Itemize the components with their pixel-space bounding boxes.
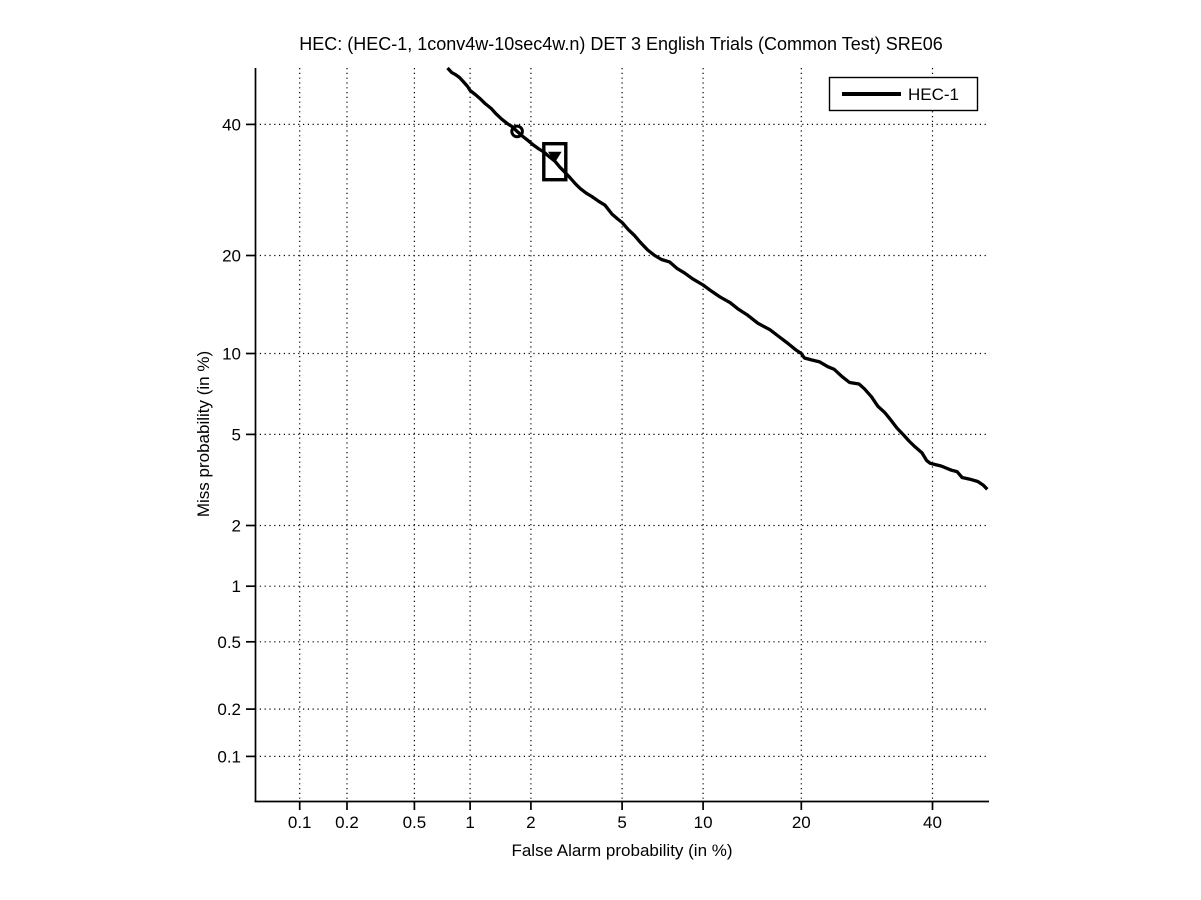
- y-tick-label-0.1: 0.1: [217, 747, 241, 766]
- chart-title: HEC: (HEC-1, 1conv4w-10sec4w.n) DET 3 En…: [299, 34, 943, 54]
- y-tick-label-20: 20: [222, 247, 241, 266]
- y-tick-labels: 0.1 0.2 0.5 1 2 5 10 20 40: [217, 115, 241, 766]
- y-tick-label-40: 40: [222, 115, 241, 134]
- y-tick-label-1: 1: [232, 577, 241, 596]
- x-tick-label-0.5: 0.5: [403, 813, 427, 832]
- x-tick-label-20: 20: [792, 813, 811, 832]
- x-axis-label: False Alarm probability (in %): [511, 841, 732, 860]
- x-tick-label-40: 40: [923, 813, 942, 832]
- y-axis-label: Miss probability (in %): [194, 351, 213, 517]
- x-tick-label-10: 10: [694, 813, 713, 832]
- legend: HEC-1: [828, 76, 979, 112]
- operating-point-markers: [510, 124, 568, 182]
- axes: [246, 68, 989, 810]
- square-marker: [542, 141, 568, 182]
- y-tick-label-5: 5: [232, 425, 241, 444]
- x-tick-label-0.1: 0.1: [288, 813, 312, 832]
- legend-label: HEC-1: [908, 85, 959, 104]
- x-tick-label-5: 5: [617, 813, 626, 832]
- y-tick-label-0.2: 0.2: [217, 700, 241, 719]
- x-tick-labels: 0.1 0.2 0.5 1 2 5 10 20 40: [288, 813, 942, 832]
- triangle-down-marker: [548, 151, 562, 163]
- x-tick-label-0.2: 0.2: [335, 813, 359, 832]
- y-tick-label-0.5: 0.5: [217, 633, 241, 652]
- y-tick-label-10: 10: [222, 345, 241, 364]
- circle-marker: [510, 124, 524, 139]
- x-tick-label-2: 2: [526, 813, 535, 832]
- x-tick-label-1: 1: [465, 813, 474, 832]
- y-tick-label-2: 2: [232, 517, 241, 536]
